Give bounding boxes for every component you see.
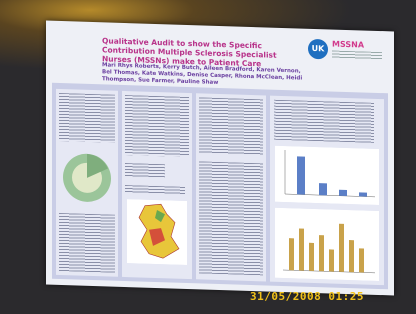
text-block (125, 95, 189, 157)
bar-graphic (275, 146, 379, 205)
text-block (125, 163, 165, 178)
text-block (199, 161, 263, 275)
logo-name: MSSNA (332, 40, 364, 50)
bar-graphic (275, 208, 379, 281)
text-block (199, 97, 263, 155)
text-block (59, 93, 115, 143)
column (196, 93, 266, 281)
logo: UK MSSNA (308, 37, 388, 66)
poster-body (52, 83, 388, 290)
logo-badge: UK (308, 39, 328, 60)
text-block (274, 100, 374, 143)
text-block (125, 185, 185, 195)
text-block (59, 213, 115, 273)
poster: Qualitative Audit to show the Specific C… (46, 21, 394, 296)
pie-graphic (56, 147, 118, 209)
map-graphic (127, 199, 187, 265)
column (122, 91, 192, 279)
column (56, 89, 118, 277)
logo-subtext (332, 51, 382, 61)
photo: Qualitative Audit to show the Specific C… (0, 0, 416, 314)
column (270, 96, 384, 286)
timestamp: 31/05/2008 01:25 (250, 290, 364, 303)
